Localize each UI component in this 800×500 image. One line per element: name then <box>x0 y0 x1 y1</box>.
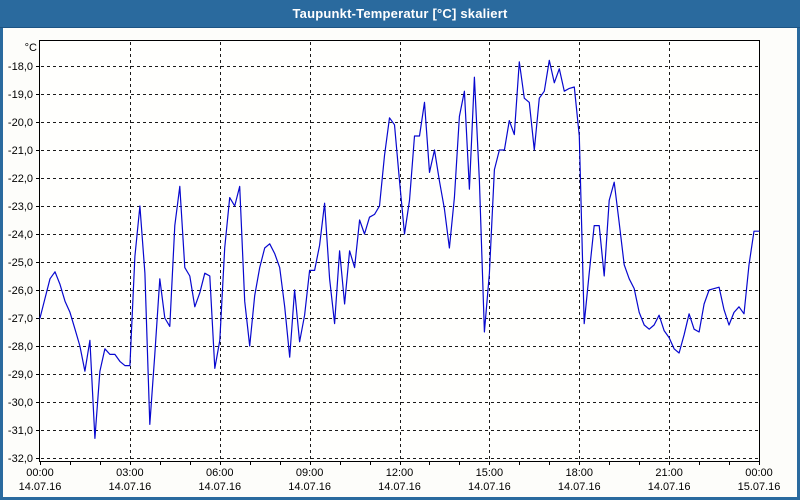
window-title: Taupunkt-Temperatur [°C] skaliert <box>292 6 508 21</box>
y-tick-label: -31,0 <box>8 425 33 437</box>
x-tick-date-label: 14.07.16 <box>198 481 241 493</box>
x-tick-time-label: 00:00 <box>26 467 54 479</box>
y-tick-label: -19,0 <box>8 89 33 101</box>
x-tick-date-label: 14.07.16 <box>648 481 691 493</box>
window-border-left <box>0 27 3 500</box>
x-tick-time-label: 09:00 <box>296 467 324 479</box>
window-border-right <box>797 27 800 500</box>
y-axis-unit-label: °C <box>25 42 37 54</box>
window-titlebar[interactable]: Taupunkt-Temperatur [°C] skaliert <box>0 0 800 28</box>
x-tick-time-label: 06:00 <box>206 467 234 479</box>
y-tick-label: -26,0 <box>8 285 33 297</box>
y-tick-label: -22,0 <box>8 173 33 185</box>
y-tick-label: -23,0 <box>8 201 33 213</box>
x-tick-time-label: 18:00 <box>565 467 593 479</box>
x-tick-time-label: 00:00 <box>745 467 773 479</box>
x-tick-date-label: 14.07.16 <box>378 481 421 493</box>
x-tick-date-label: 14.07.16 <box>558 481 601 493</box>
y-tick-label: -29,0 <box>8 369 33 381</box>
x-tick-time-label: 15:00 <box>476 467 504 479</box>
plot-background <box>40 41 759 461</box>
x-tick-date-label: 15.07.16 <box>738 481 781 493</box>
y-tick-label: -30,0 <box>8 397 33 409</box>
y-tick-label: -27,0 <box>8 313 33 325</box>
y-tick-label: -21,0 <box>8 145 33 157</box>
y-tick-label: -20,0 <box>8 117 33 129</box>
x-tick-date-label: 14.07.16 <box>288 481 331 493</box>
x-tick-time-label: 21:00 <box>655 467 683 479</box>
y-tick-label: -28,0 <box>8 341 33 353</box>
y-tick-label: -24,0 <box>8 229 33 241</box>
x-tick-date-label: 14.07.16 <box>108 481 151 493</box>
x-tick-time-label: 03:00 <box>116 467 144 479</box>
x-tick-date-label: 14.07.16 <box>19 481 62 493</box>
plot-border <box>39 40 760 462</box>
y-tick-label: -25,0 <box>8 257 33 269</box>
y-tick-label: -32,0 <box>8 453 33 465</box>
window-border-bottom <box>0 497 800 500</box>
x-tick-date-label: 14.07.16 <box>468 481 511 493</box>
dewpoint-temperature-line <box>39 59 760 439</box>
x-tick-time-label: 12:00 <box>386 467 414 479</box>
y-tick-label: -18,0 <box>8 61 33 73</box>
